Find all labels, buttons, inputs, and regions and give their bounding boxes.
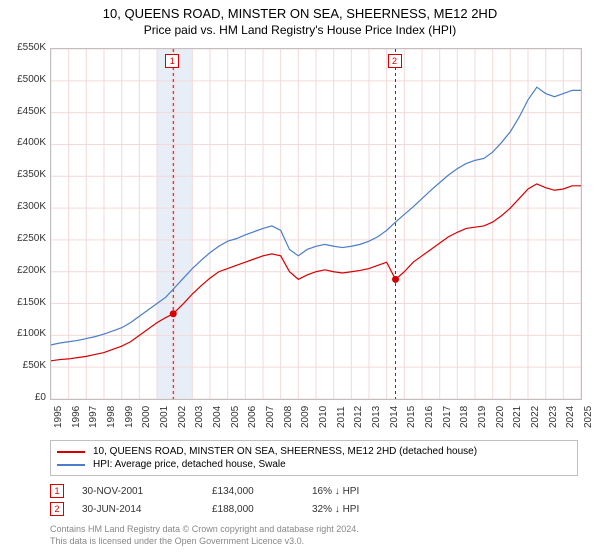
x-tick-label: 2005 (230, 406, 241, 428)
x-tick-label: 2002 (177, 406, 188, 428)
legend-label: 10, QUEENS ROAD, MINSTER ON SEA, SHEERNE… (93, 446, 477, 457)
x-tick-label: 2014 (389, 406, 400, 428)
y-tick-label: £200K (4, 265, 46, 276)
legend: 10, QUEENS ROAD, MINSTER ON SEA, SHEERNE… (50, 440, 578, 476)
x-tick-label: 2007 (265, 406, 276, 428)
x-tick-label: 2024 (565, 406, 576, 428)
event-row: 1 30-NOV-2001 £134,000 16% ↓ HPI (50, 482, 412, 500)
y-tick-label: £500K (4, 74, 46, 85)
y-tick-label: £450K (4, 106, 46, 117)
y-tick-label: £100K (4, 328, 46, 339)
y-tick-label: £150K (4, 297, 46, 308)
x-tick-label: 1998 (106, 406, 117, 428)
x-tick-label: 2025 (583, 406, 594, 428)
x-tick-label: 2018 (459, 406, 470, 428)
footer-line: This data is licensed under the Open Gov… (50, 536, 359, 548)
x-tick-label: 2004 (212, 406, 223, 428)
event-table: 1 30-NOV-2001 £134,000 16% ↓ HPI 2 30-JU… (50, 482, 412, 518)
x-tick-label: 2016 (424, 406, 435, 428)
x-tick-label: 1995 (53, 406, 64, 428)
y-tick-label: £550K (4, 42, 46, 53)
x-tick-label: 2022 (530, 406, 541, 428)
legend-item: 10, QUEENS ROAD, MINSTER ON SEA, SHEERNE… (57, 445, 571, 458)
x-tick-label: 2015 (406, 406, 417, 428)
event-marker-icon: 1 (50, 484, 64, 498)
x-tick-label: 1999 (124, 406, 135, 428)
x-tick-label: 2008 (283, 406, 294, 428)
event-date: 30-NOV-2001 (82, 486, 212, 497)
y-tick-label: £0 (4, 392, 46, 403)
x-tick-label: 2020 (495, 406, 506, 428)
y-tick-label: £50K (4, 360, 46, 371)
x-tick-label: 2001 (159, 406, 170, 428)
event-diff: 32% ↓ HPI (312, 504, 412, 515)
chart-container: 10, QUEENS ROAD, MINSTER ON SEA, SHEERNE… (0, 0, 600, 560)
event-price: £188,000 (212, 504, 312, 515)
x-tick-label: 1997 (88, 406, 99, 428)
x-tick-label: 2000 (141, 406, 152, 428)
legend-label: HPI: Average price, detached house, Swal… (93, 459, 286, 470)
legend-swatch (57, 464, 85, 466)
x-tick-label: 2012 (353, 406, 364, 428)
chart-subtitle: Price paid vs. HM Land Registry's House … (0, 21, 600, 37)
event-row: 2 30-JUN-2014 £188,000 32% ↓ HPI (50, 500, 412, 518)
x-tick-label: 2009 (300, 406, 311, 428)
x-tick-label: 2011 (336, 406, 347, 428)
y-tick-label: £250K (4, 233, 46, 244)
y-tick-label: £350K (4, 169, 46, 180)
chart-title: 10, QUEENS ROAD, MINSTER ON SEA, SHEERNE… (0, 0, 600, 21)
legend-item: HPI: Average price, detached house, Swal… (57, 458, 571, 471)
x-tick-label: 2019 (477, 406, 488, 428)
x-tick-label: 2013 (371, 406, 382, 428)
x-tick-label: 2017 (442, 406, 453, 428)
x-tick-label: 2006 (247, 406, 258, 428)
x-tick-label: 2023 (548, 406, 559, 428)
event-diff: 16% ↓ HPI (312, 486, 412, 497)
y-tick-label: £400K (4, 137, 46, 148)
x-tick-label: 1996 (71, 406, 82, 428)
y-tick-label: £300K (4, 201, 46, 212)
event-date: 30-JUN-2014 (82, 504, 212, 515)
x-tick-label: 2021 (512, 406, 523, 428)
event-price: £134,000 (212, 486, 312, 497)
chart-event-marker: 1 (165, 54, 179, 68)
plot-area (50, 48, 582, 400)
x-tick-label: 2003 (194, 406, 205, 428)
event-marker-icon: 2 (50, 502, 64, 516)
footer-line: Contains HM Land Registry data © Crown c… (50, 524, 359, 536)
chart-event-marker: 2 (388, 54, 402, 68)
x-tick-label: 2010 (318, 406, 329, 428)
footer-attribution: Contains HM Land Registry data © Crown c… (50, 524, 359, 547)
legend-swatch (57, 451, 85, 453)
